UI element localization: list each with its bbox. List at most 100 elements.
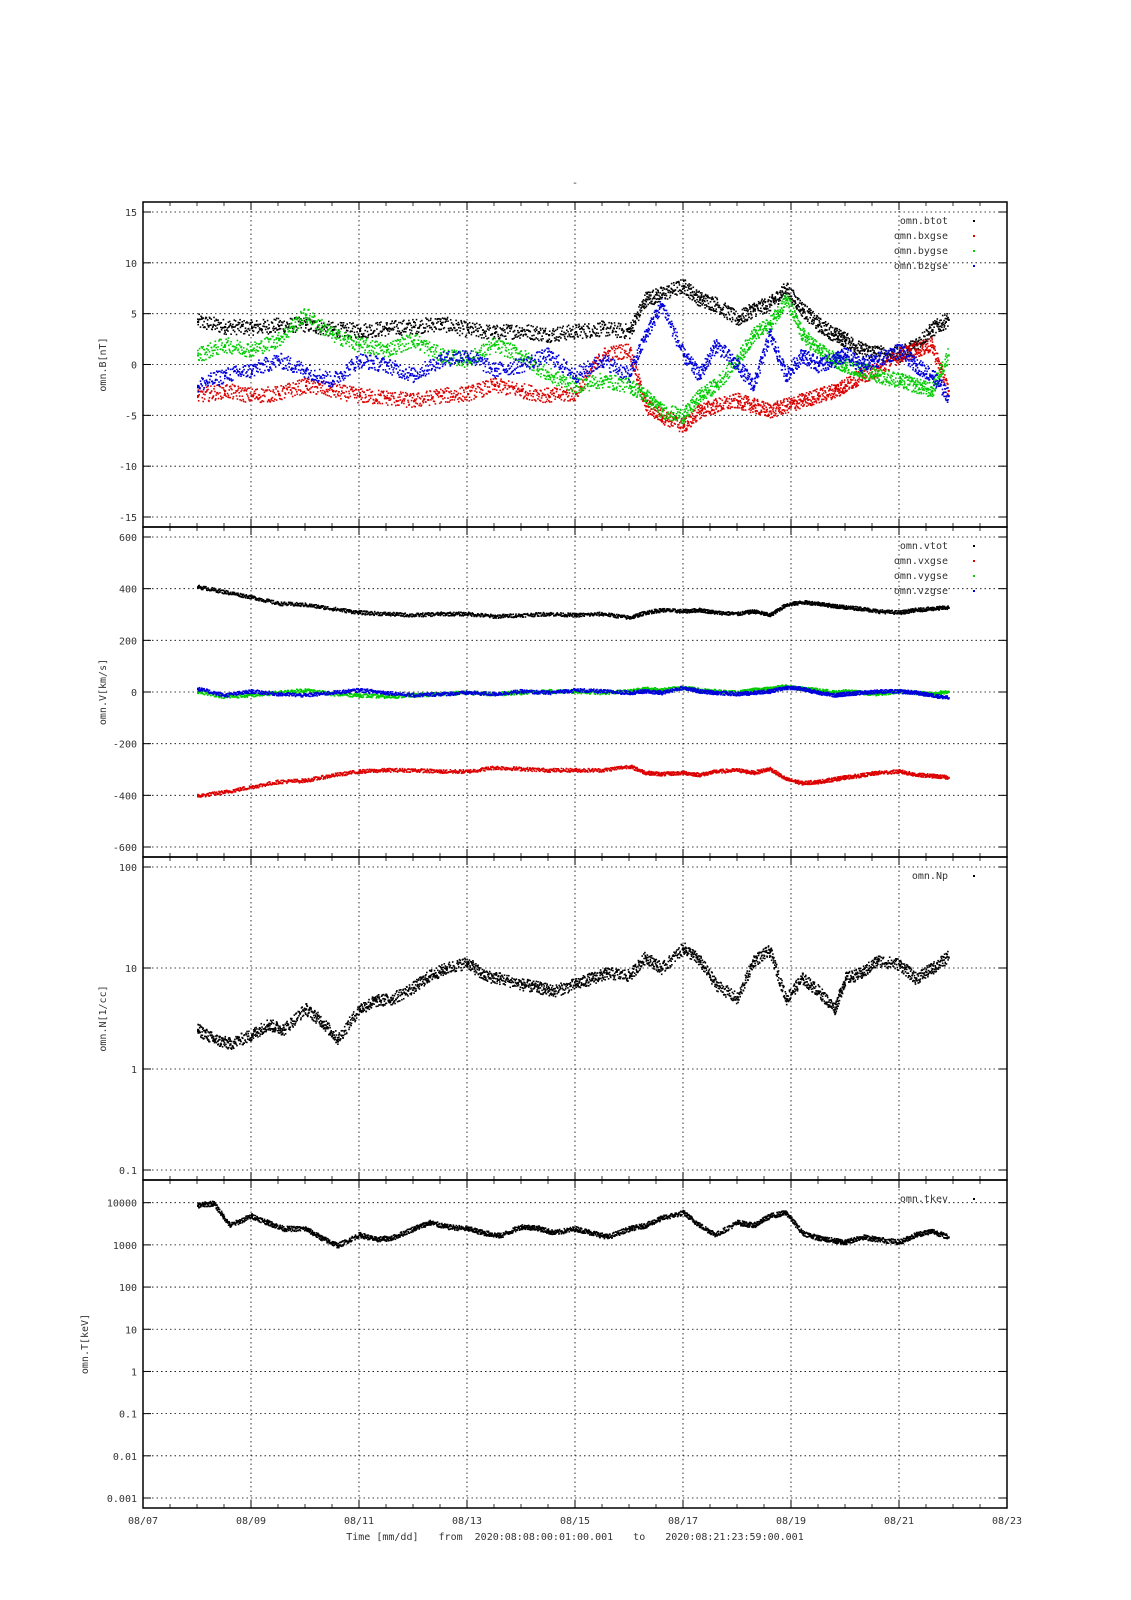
data-point	[275, 338, 277, 341]
data-point	[422, 400, 424, 402]
data-point	[841, 340, 844, 342]
data-point	[571, 328, 574, 331]
data-point	[708, 306, 710, 308]
data-point	[518, 389, 521, 392]
data-point	[643, 307, 646, 310]
data-point	[330, 330, 332, 332]
data-point	[351, 388, 353, 390]
data-point	[771, 295, 773, 298]
data-point	[522, 397, 525, 400]
data-point	[946, 313, 948, 315]
data-point	[229, 343, 232, 345]
data-point	[737, 405, 739, 407]
data-point	[629, 337, 631, 340]
data-point	[697, 300, 699, 303]
data-point	[446, 387, 448, 389]
data-mark	[699, 410, 702, 413]
data-point	[415, 402, 417, 404]
data-point	[944, 328, 947, 330]
data-point	[898, 361, 900, 363]
data-point	[327, 335, 330, 337]
data-point	[199, 326, 202, 328]
data-point	[246, 321, 248, 323]
data-point	[892, 352, 895, 354]
data-point	[479, 391, 481, 393]
data-point	[438, 391, 440, 393]
data-point	[411, 406, 413, 408]
data-point	[473, 394, 476, 397]
data-point	[428, 348, 430, 350]
data-point	[274, 346, 277, 349]
data-point	[711, 296, 714, 298]
data-point	[843, 331, 845, 334]
data-point	[486, 386, 489, 388]
data-point	[637, 376, 640, 378]
data-point	[529, 392, 532, 395]
data-point	[417, 344, 420, 346]
data-point	[283, 338, 285, 341]
data-point	[581, 386, 583, 388]
data-point	[361, 390, 364, 393]
data-point	[609, 350, 611, 352]
data-point	[316, 320, 318, 322]
data-point	[566, 335, 569, 338]
data-point	[219, 331, 221, 333]
data-point	[519, 394, 521, 396]
data-point	[918, 339, 920, 342]
data-point	[693, 409, 695, 411]
data-point	[311, 320, 313, 323]
data-point	[778, 291, 781, 294]
data-point	[534, 388, 537, 391]
data-point	[709, 411, 711, 413]
data-point	[202, 393, 205, 395]
data-point	[742, 406, 744, 408]
data-point	[714, 310, 717, 312]
data-point	[630, 349, 633, 351]
data-point	[509, 324, 512, 327]
data-point	[390, 342, 392, 344]
data-point	[255, 324, 258, 326]
data-point	[540, 397, 543, 399]
data-point	[253, 326, 255, 328]
data-point	[209, 317, 211, 319]
data-point	[297, 385, 299, 388]
data-point	[656, 408, 659, 410]
data-point	[863, 344, 865, 346]
data-point	[544, 394, 547, 396]
data-point	[444, 318, 447, 321]
data-point	[404, 331, 407, 333]
data-point	[402, 391, 404, 394]
data-point	[265, 348, 268, 351]
data-point	[706, 305, 708, 307]
data-point	[634, 315, 636, 317]
data-point	[318, 328, 320, 331]
data-point	[801, 303, 803, 306]
data-point	[846, 334, 848, 336]
data-point	[630, 346, 632, 349]
data-point	[349, 395, 352, 398]
data-point	[775, 412, 777, 415]
data-point	[884, 362, 886, 364]
data-point	[940, 319, 942, 321]
data-point	[896, 348, 899, 350]
data-point	[374, 394, 376, 396]
data-point	[504, 335, 507, 337]
data-point	[356, 395, 359, 397]
data-point	[727, 305, 729, 307]
data-point	[412, 343, 414, 346]
data-point	[729, 402, 732, 405]
data-point	[260, 396, 262, 398]
data-point	[860, 345, 863, 347]
data-point	[256, 332, 259, 334]
data-point	[561, 393, 564, 396]
data-point	[386, 322, 388, 324]
data-point	[865, 376, 868, 379]
data-point	[476, 383, 479, 385]
data-point	[700, 296, 703, 299]
data-point	[693, 297, 695, 299]
data-point	[809, 404, 812, 407]
data-point	[605, 335, 607, 337]
data-point	[704, 293, 707, 296]
data-point	[248, 356, 251, 358]
data-point	[387, 355, 390, 358]
